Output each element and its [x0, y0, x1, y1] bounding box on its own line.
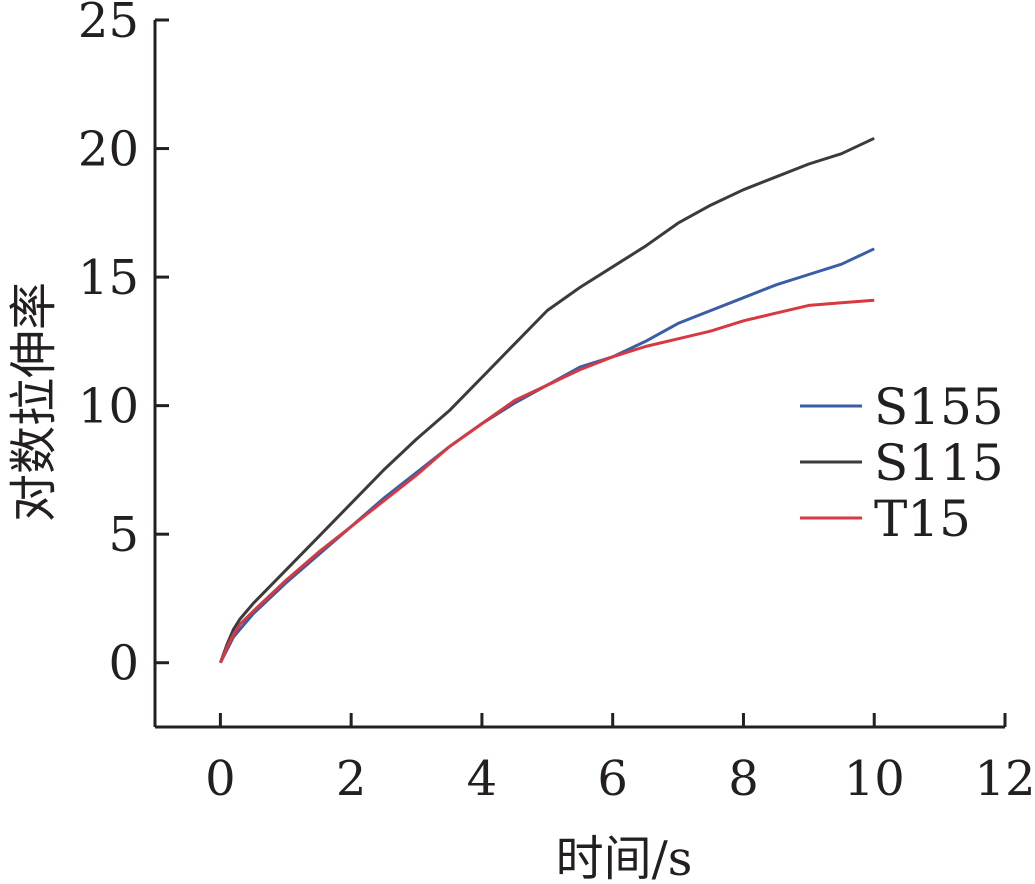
series-line-s115: [218, 136, 875, 664]
y-tick-label: 5: [108, 507, 139, 563]
series-line-t15: [219, 298, 875, 664]
y-tick-label: 15: [78, 250, 139, 306]
y-axis-ticks: 0 5 10 15 20 25: [78, 0, 169, 692]
x-tick-label: 2: [336, 751, 367, 807]
series-lines: [218, 136, 875, 664]
legend-label-s115: S115: [874, 434, 1004, 492]
x-tick-label: 8: [728, 751, 759, 807]
x-tick-label: 6: [597, 751, 628, 807]
y-tick-label: 10: [78, 379, 139, 435]
y-tick-label: 20: [78, 122, 139, 178]
x-tick-label: 12: [974, 751, 1035, 807]
x-axis-title: 时间/s: [556, 831, 693, 884]
x-axis-ticks: 0 2 4 6 8 10 12: [205, 713, 1035, 807]
x-tick-label: 10: [844, 751, 905, 807]
axes: [153, 20, 1005, 729]
x-tick-label: 0: [205, 751, 236, 807]
legend-label-s155: S155: [874, 378, 1004, 436]
y-tick-label: 25: [78, 0, 139, 49]
x-tick-label: 4: [467, 751, 498, 807]
y-axis-title: 对数拉伸率: [6, 282, 62, 522]
legend-label-t15: T15: [874, 490, 971, 548]
y-tick-label: 0: [108, 636, 139, 692]
